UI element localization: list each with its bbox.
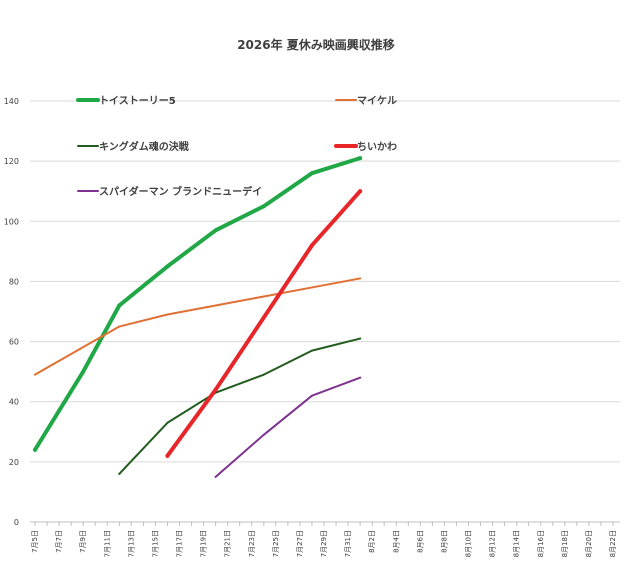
x-tick-label: 7月7日 — [55, 530, 63, 553]
x-tick-label: 7月29日 — [320, 530, 328, 557]
series-lines — [33, 156, 363, 478]
series-line-2 — [118, 337, 362, 475]
data-point — [213, 228, 218, 233]
legend-label: マイケル — [357, 95, 397, 107]
series-line-4 — [214, 376, 362, 478]
x-tick-label: 7月15日 — [151, 530, 159, 557]
x-tick-label: 8月6日 — [416, 530, 424, 553]
x-tick-label: 8月12日 — [489, 530, 497, 557]
x-tick-label: 8月2日 — [368, 530, 376, 553]
series-line-0 — [33, 156, 363, 452]
gridlines — [30, 100, 620, 523]
data-point — [310, 286, 313, 289]
data-point — [309, 171, 314, 176]
data-point — [309, 243, 314, 248]
x-tick-label: 7月19日 — [200, 530, 208, 557]
data-point — [118, 325, 121, 328]
data-point — [310, 394, 313, 397]
y-tick-label: 80 — [9, 277, 19, 286]
y-tick-label: 20 — [9, 458, 19, 467]
data-point — [165, 453, 170, 458]
data-point — [262, 295, 265, 298]
data-point — [118, 472, 121, 475]
data-point — [34, 373, 36, 376]
data-point — [262, 373, 265, 376]
chart-title: 2026年 夏休み映画興収推移 — [237, 37, 395, 52]
y-axis: 0 20 40 60 80 100 120 140 — [4, 97, 19, 527]
data-point — [213, 387, 218, 392]
series-line-3 — [165, 189, 363, 458]
x-tick-label: 7月25日 — [272, 530, 280, 557]
x-tick-label: 8月18日 — [561, 530, 569, 557]
x-tick-label: 7月21日 — [224, 530, 232, 557]
data-point — [310, 349, 313, 352]
x-tick-label: 8月16日 — [537, 530, 545, 557]
y-tick-label: 0 — [14, 518, 19, 527]
data-point — [117, 303, 122, 308]
x-tick-label: 8月22日 — [609, 530, 617, 557]
data-point — [214, 304, 217, 307]
legend-label: トイストーリー5 — [99, 95, 176, 107]
x-tick-label: 7月17日 — [176, 530, 184, 557]
data-point — [261, 204, 266, 209]
x-tick-label: 7月5日 — [31, 530, 39, 553]
series-line-1 — [34, 277, 362, 376]
y-tick-label: 40 — [9, 398, 19, 407]
x-tick-label: 7月27日 — [296, 530, 304, 557]
y-tick-label: 60 — [9, 338, 19, 347]
x-tick-label: 7月11日 — [103, 530, 111, 557]
x-tick-label: 8月8日 — [440, 530, 448, 553]
x-tick-label: 7月23日 — [248, 530, 256, 557]
data-point — [165, 264, 170, 269]
data-point — [262, 433, 265, 436]
x-tick-label: 8月4日 — [392, 530, 400, 553]
data-point — [358, 156, 363, 161]
data-point — [359, 337, 362, 340]
legend-label: キングダム魂の決戦 — [99, 140, 190, 153]
x-tick-label: 7月13日 — [127, 530, 135, 557]
legend-label: ちいかわ — [357, 141, 397, 153]
data-point — [358, 189, 363, 194]
x-tick-label: 8月10日 — [465, 530, 473, 557]
data-point — [81, 369, 86, 374]
x-axis: 7月5日 7月7日 7月9日 7月11日 7月13日 7月15日 7月17日 7月19日 7月2… — [31, 522, 617, 557]
y-tick-label: 140 — [4, 97, 19, 106]
y-tick-label: 100 — [4, 217, 19, 226]
x-tick-label: 7月9日 — [79, 530, 87, 553]
data-point — [166, 313, 169, 316]
x-tick-label: 8月14日 — [513, 530, 521, 557]
x-tick-label: 7月31日 — [344, 530, 352, 557]
y-tick-label: 120 — [4, 157, 19, 166]
data-point — [214, 475, 217, 478]
data-point — [33, 447, 37, 452]
data-point — [359, 376, 362, 379]
data-point — [359, 277, 362, 280]
data-point — [166, 421, 169, 424]
x-tick-label: 8月20日 — [585, 530, 593, 557]
legend-label: スパイダーマン ブランドニューデイ — [99, 185, 262, 198]
